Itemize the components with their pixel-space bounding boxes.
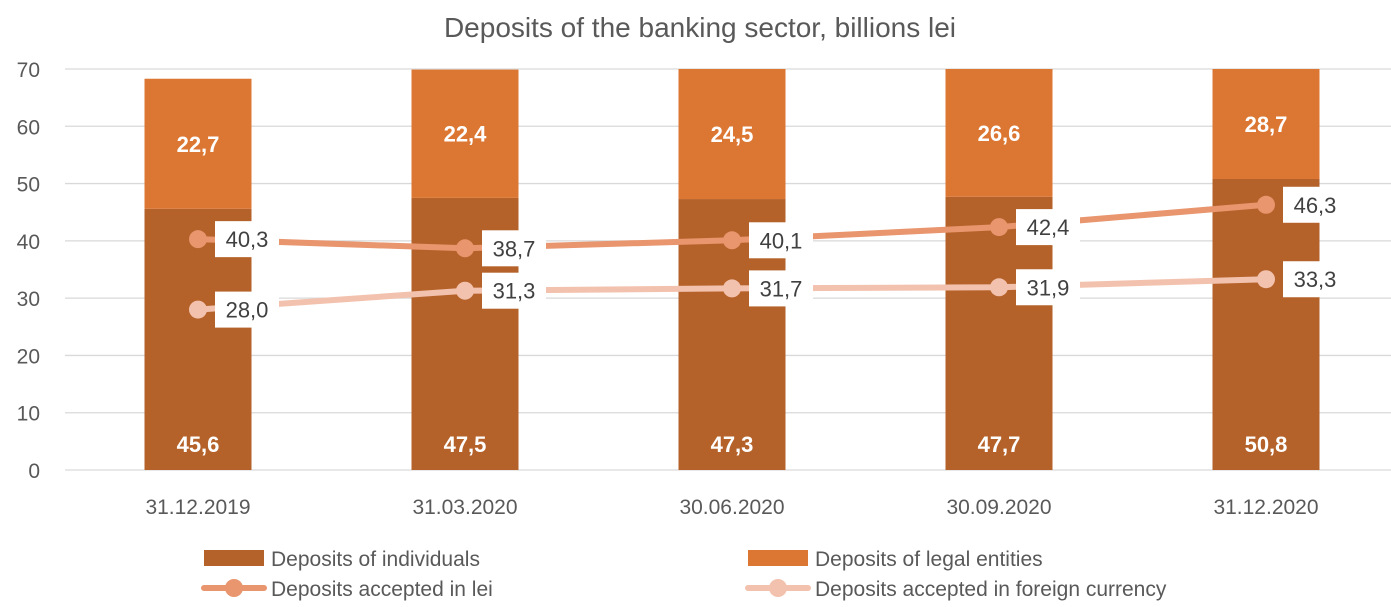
line-data-label: 33,3 (1294, 267, 1337, 292)
bar-data-label: 47,5 (444, 432, 487, 457)
line-point-deposits-accepted-in-lei (189, 230, 207, 249)
line-data-label: 31,3 (493, 279, 536, 304)
y-tick-label: 60 (17, 116, 40, 139)
line-label-box (1016, 269, 1080, 306)
y-tick-label: 70 (17, 59, 40, 82)
y-tick-label: 10 (17, 403, 40, 426)
bar-deposits-of-legal-entities (411, 69, 519, 198)
line-label-box (1283, 261, 1347, 298)
bar-deposits-of-legal-entities (678, 69, 786, 200)
legend-swatch-deposits-of-individuals (204, 550, 264, 566)
line-data-label: 40,3 (226, 227, 269, 252)
legend-label-deposits-accepted-in-lei: Deposits accepted in lei (271, 578, 493, 601)
line-data-label: 42,4 (1027, 215, 1070, 240)
line-data-label: 40,1 (760, 228, 803, 253)
line-data-label: 31,7 (760, 276, 803, 301)
line-data-label: 28,0 (226, 298, 269, 323)
line-label-box (215, 291, 279, 328)
y-tick-label: 40 (17, 231, 40, 254)
y-tick-label: 0 (28, 460, 40, 483)
bar-data-label: 22,4 (444, 122, 488, 147)
bar-data-label: 28,7 (1245, 112, 1288, 137)
bar-data-label: 22,7 (177, 132, 220, 157)
data-labels: 45,6 22,7 47,5 22,4 47,3 24,5 47,7 26,6 50,8 28,7… (177, 112, 1347, 457)
bar-data-label: 50,8 (1245, 432, 1288, 457)
x-axis: 31.12.2019 31.03.2020 30.06.2020 30.09.2020… (145, 496, 1318, 519)
legend-swatch-deposits-of-legal-entities (748, 550, 808, 566)
line-data-label: 31,9 (1027, 275, 1070, 300)
line-point-deposits-accepted-in-lei (1257, 195, 1275, 214)
bar-deposits-of-individuals (1212, 178, 1320, 470)
line-label-box (749, 270, 813, 307)
bar-deposits-of-legal-entities (144, 78, 252, 209)
line-point-deposits-accepted-in-foreign-currency (990, 278, 1008, 297)
x-tick-label: 31.12.2019 (145, 496, 250, 519)
bar-data-label: 26,6 (978, 121, 1021, 146)
bar-data-label: 45,6 (177, 432, 220, 457)
legend-label-deposits-accepted-in-foreign-currency: Deposits accepted in foreign currency (815, 578, 1167, 601)
line-label-box (482, 272, 546, 309)
bar-deposits-of-legal-entities (1212, 69, 1320, 179)
legend-label-deposits-of-individuals: Deposits of individuals (271, 548, 480, 571)
line-label-box (1016, 209, 1080, 246)
y-tick-label: 50 (17, 174, 40, 197)
x-tick-label: 30.09.2020 (946, 496, 1051, 519)
bar-data-label: 47,7 (978, 432, 1021, 457)
line-label-box (1283, 186, 1347, 223)
bar-data-label: 47,3 (711, 432, 754, 457)
legend: Deposits of individuals Deposits of legal… (201, 548, 1167, 601)
chart-title: Deposits of the banking sector, billions… (444, 12, 956, 43)
y-tick-label: 20 (17, 345, 40, 368)
line-point-deposits-accepted-in-lei (456, 239, 474, 258)
line-point-deposits-accepted-in-foreign-currency (456, 281, 474, 300)
x-tick-label: 31.03.2020 (412, 496, 517, 519)
line-data-label: 38,7 (493, 236, 536, 261)
line-point-deposits-accepted-in-lei (990, 218, 1008, 237)
lines (189, 195, 1275, 319)
bar-deposits-of-legal-entities (945, 69, 1053, 197)
line-point-deposits-accepted-in-lei (723, 231, 741, 250)
line-point-deposits-accepted-in-foreign-currency (189, 300, 207, 319)
legend-marker-deposits-accepted-in-lei (225, 579, 243, 597)
line-data-label: 46,3 (1294, 193, 1337, 218)
line-label-box (215, 221, 279, 258)
y-tick-label: 30 (17, 288, 40, 311)
line-label-box (749, 222, 813, 259)
line-label-box (482, 230, 546, 267)
x-tick-label: 30.06.2020 (679, 496, 784, 519)
y-axis: 0 10 20 30 40 50 60 70 (17, 59, 40, 483)
bar-data-label: 24,5 (711, 122, 754, 147)
legend-label-deposits-of-legal-entities: Deposits of legal entities (815, 548, 1043, 571)
legend-marker-deposits-accepted-in-foreign-currency (769, 579, 787, 597)
line-point-deposits-accepted-in-foreign-currency (1257, 270, 1275, 289)
line-point-deposits-accepted-in-foreign-currency (723, 279, 741, 298)
x-tick-label: 31.12.2020 (1213, 496, 1318, 519)
